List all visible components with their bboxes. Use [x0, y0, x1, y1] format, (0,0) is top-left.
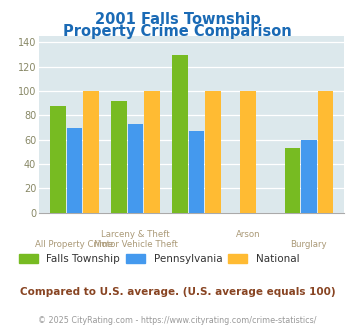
Text: © 2025 CityRating.com - https://www.cityrating.com/crime-statistics/: © 2025 CityRating.com - https://www.city… — [38, 316, 317, 325]
Bar — [240, 91, 256, 213]
Bar — [50, 106, 66, 213]
Bar — [205, 91, 221, 213]
Bar — [67, 128, 82, 213]
Text: Arson: Arson — [235, 230, 260, 239]
Bar — [189, 131, 204, 213]
Bar — [144, 91, 160, 213]
Bar — [301, 140, 317, 213]
Bar — [111, 101, 127, 213]
Text: Motor Vehicle Theft: Motor Vehicle Theft — [94, 240, 178, 248]
Bar — [172, 54, 188, 213]
Bar — [284, 148, 300, 213]
Text: 2001 Falls Township: 2001 Falls Township — [95, 12, 260, 26]
Text: Property Crime Comparison: Property Crime Comparison — [63, 24, 292, 39]
Text: All Property Crime: All Property Crime — [36, 240, 114, 248]
Bar — [317, 91, 333, 213]
Text: Compared to U.S. average. (U.S. average equals 100): Compared to U.S. average. (U.S. average … — [20, 287, 335, 297]
Bar — [83, 91, 99, 213]
Text: Larceny & Theft: Larceny & Theft — [101, 230, 170, 239]
Bar — [128, 124, 143, 213]
Text: Burglary: Burglary — [290, 240, 327, 248]
Legend: Falls Township, Pennsylvania, National: Falls Township, Pennsylvania, National — [20, 253, 299, 264]
